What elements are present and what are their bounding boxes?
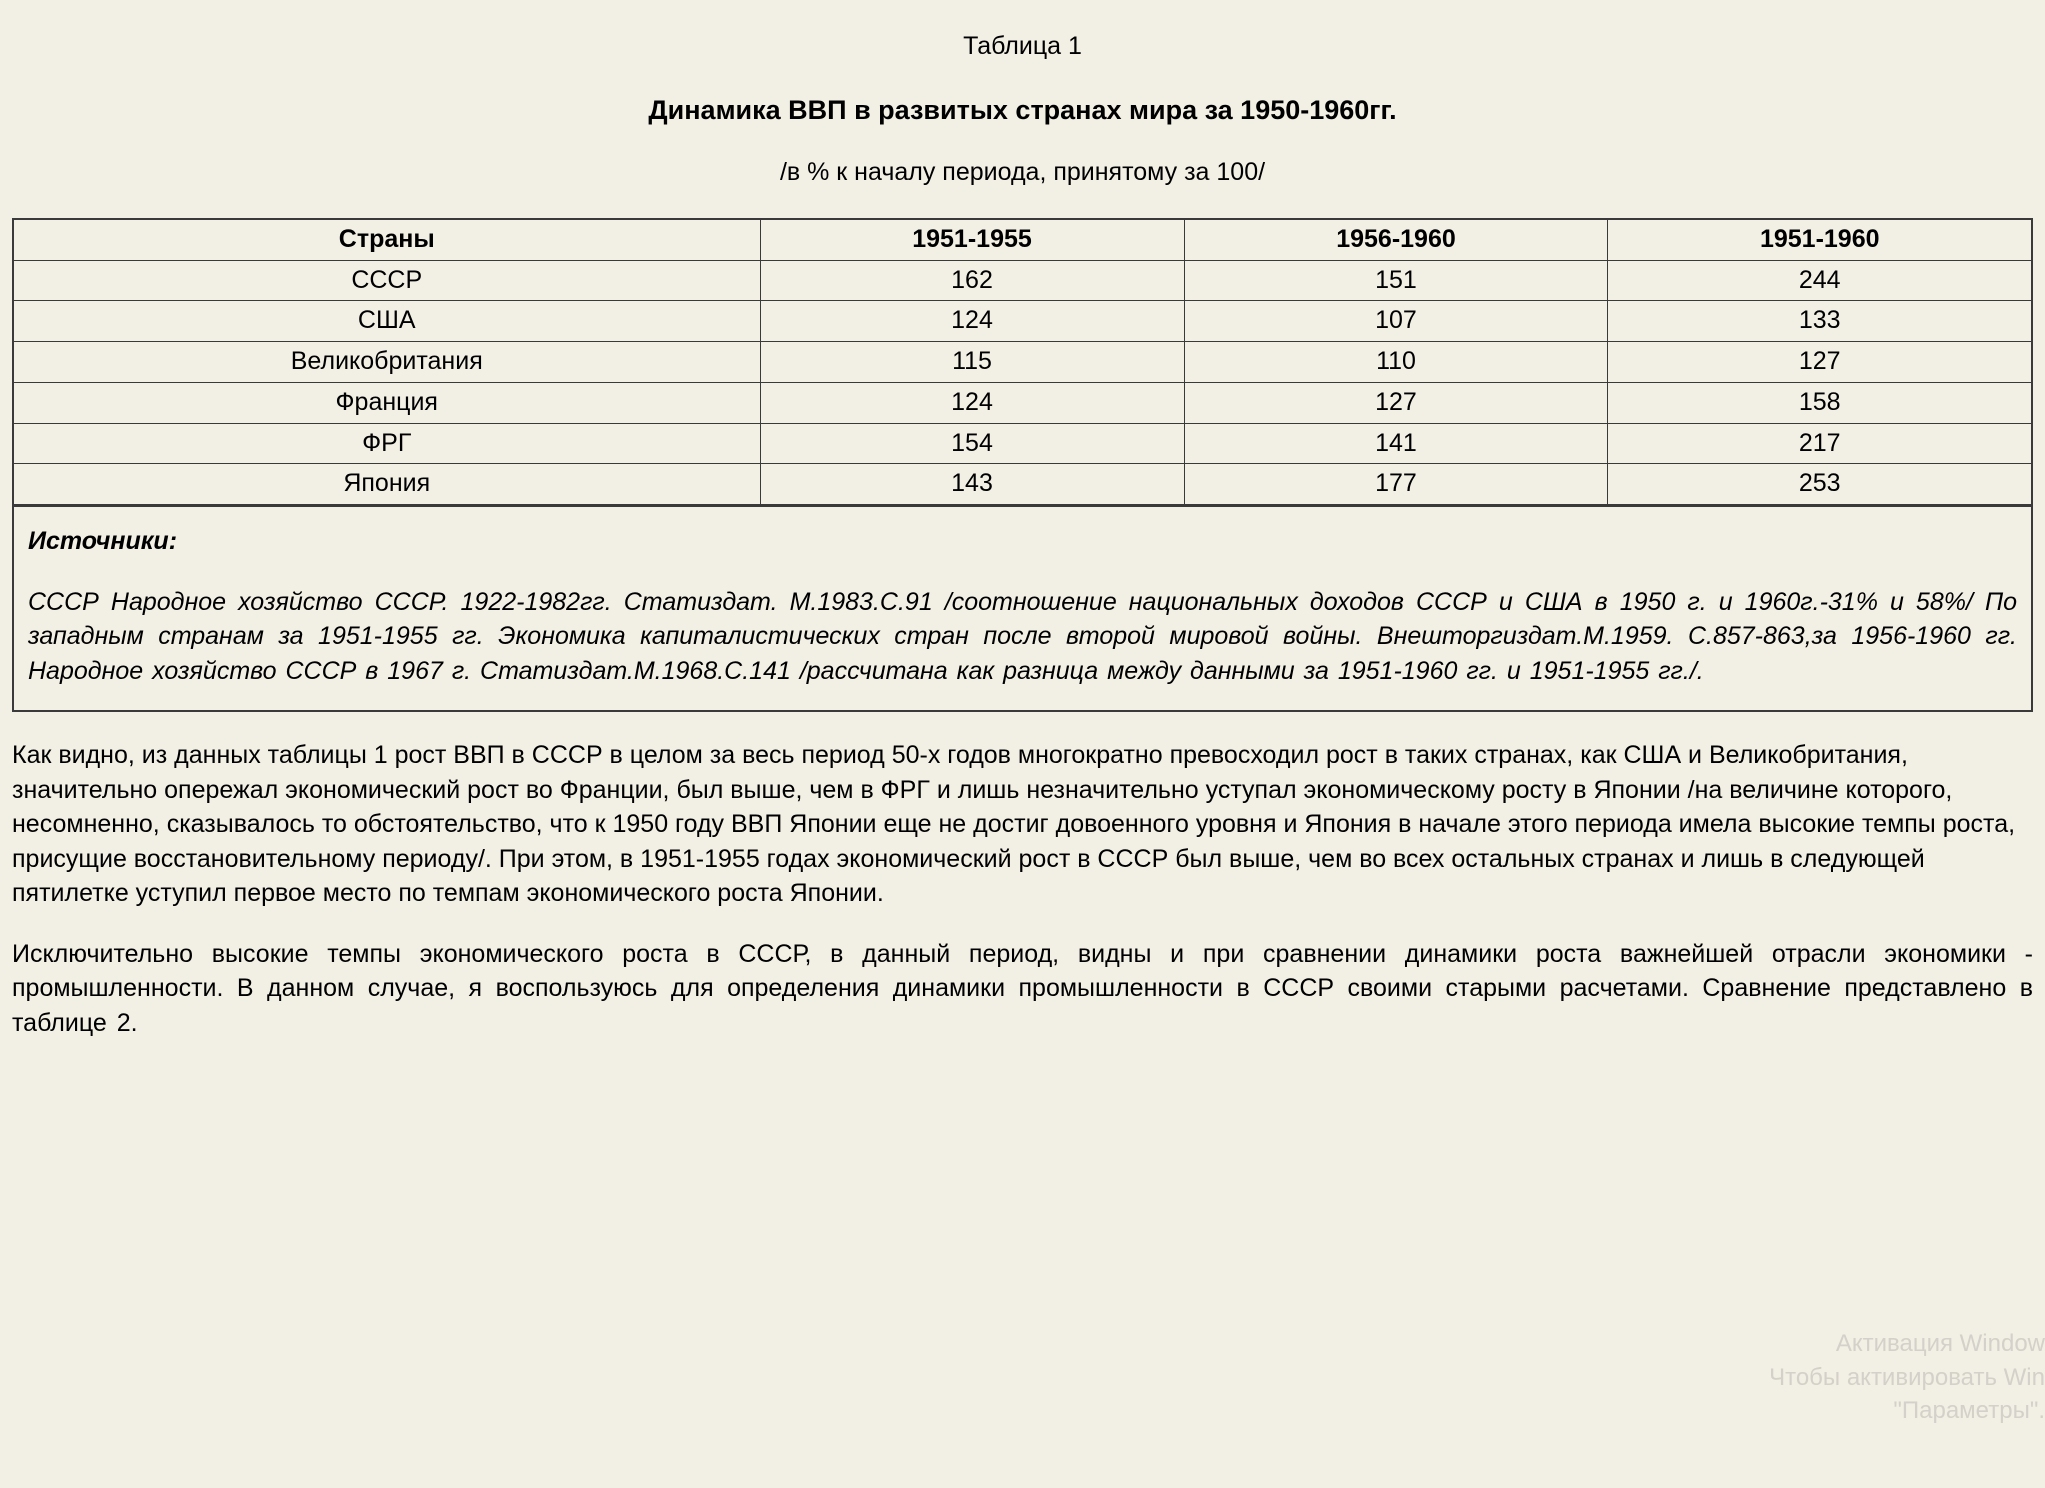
table-subtitle: /в % к началу периода, принятому за 100/ bbox=[12, 156, 2033, 190]
col-header-country: Страны bbox=[13, 219, 760, 260]
cell-value: 107 bbox=[1184, 301, 1608, 342]
gdp-table: Страны 1951-1955 1956-1960 1951-1960 ССС… bbox=[12, 218, 2033, 505]
cell-value: 253 bbox=[1608, 464, 2032, 505]
cell-value: 217 bbox=[1608, 423, 2032, 464]
body-paragraph-1: Как видно, из данных таблицы 1 рост ВВП … bbox=[12, 738, 2033, 911]
table-row: США 124 107 133 bbox=[13, 301, 2032, 342]
table-title: Динамика ВВП в развитых странах мира за … bbox=[12, 92, 2033, 128]
sources-heading: Источники: bbox=[28, 525, 2017, 559]
cell-value: 151 bbox=[1184, 260, 1608, 301]
cell-value: 244 bbox=[1608, 260, 2032, 301]
cell-value: 127 bbox=[1608, 342, 2032, 383]
cell-value: 158 bbox=[1608, 382, 2032, 423]
table-row: ФРГ 154 141 217 bbox=[13, 423, 2032, 464]
cell-value: 141 bbox=[1184, 423, 1608, 464]
cell-value: 110 bbox=[1184, 342, 1608, 383]
cell-value: 124 bbox=[760, 382, 1184, 423]
watermark-line: Чтобы активировать Win bbox=[1769, 1361, 2045, 1395]
table-row: Великобритания 115 110 127 bbox=[13, 342, 2032, 383]
cell-country: США bbox=[13, 301, 760, 342]
body-paragraph-2: Исключительно высокие темпы экономическо… bbox=[12, 937, 2033, 1041]
table-row: Япония 143 177 253 bbox=[13, 464, 2032, 505]
cell-value: 162 bbox=[760, 260, 1184, 301]
cell-country: Япония bbox=[13, 464, 760, 505]
watermark-line: Активация Window bbox=[1769, 1327, 2045, 1361]
windows-activation-watermark: Активация Window Чтобы активировать Win … bbox=[1769, 1327, 2045, 1428]
cell-value: 133 bbox=[1608, 301, 2032, 342]
cell-country: Великобритания bbox=[13, 342, 760, 383]
cell-value: 127 bbox=[1184, 382, 1608, 423]
table-row: Франция 124 127 158 bbox=[13, 382, 2032, 423]
cell-value: 154 bbox=[760, 423, 1184, 464]
cell-value: 124 bbox=[760, 301, 1184, 342]
col-header-1956-1960: 1956-1960 bbox=[1184, 219, 1608, 260]
col-header-1951-1955: 1951-1955 bbox=[760, 219, 1184, 260]
cell-country: СССР bbox=[13, 260, 760, 301]
sources-box: Источники: СССР Народное хозяйство СССР.… bbox=[12, 505, 2033, 712]
cell-value: 115 bbox=[760, 342, 1184, 383]
cell-country: ФРГ bbox=[13, 423, 760, 464]
col-header-1951-1960: 1951-1960 bbox=[1608, 219, 2032, 260]
sources-text: СССР Народное хозяйство СССР. 1922-1982г… bbox=[28, 585, 2017, 689]
cell-value: 143 bbox=[760, 464, 1184, 505]
table-body: СССР 162 151 244 США 124 107 133 Великоб… bbox=[13, 260, 2032, 505]
table-row: СССР 162 151 244 bbox=[13, 260, 2032, 301]
cell-value: 177 bbox=[1184, 464, 1608, 505]
watermark-line: "Параметры". bbox=[1769, 1394, 2045, 1428]
table-header-row: Страны 1951-1955 1956-1960 1951-1960 bbox=[13, 219, 2032, 260]
cell-country: Франция bbox=[13, 382, 760, 423]
table-label: Таблица 1 bbox=[12, 30, 2033, 64]
